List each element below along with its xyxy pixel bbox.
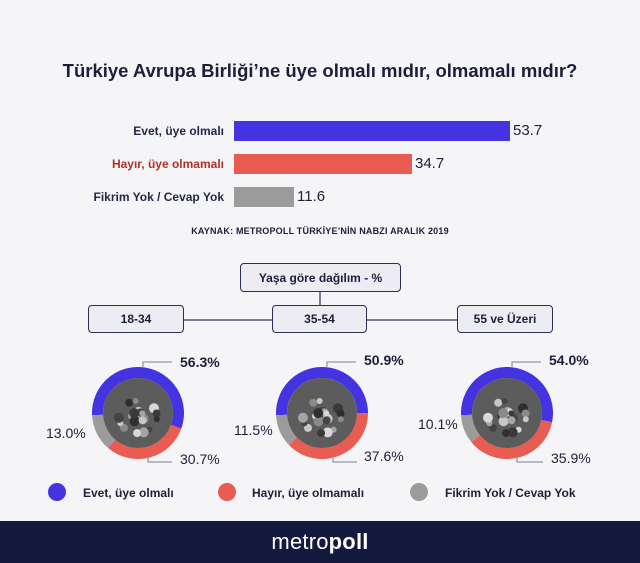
crowd-figure [298,412,308,423]
crowd-figure [507,416,516,425]
donut-segment-yes [276,367,368,416]
crowd-figure [507,427,518,438]
brand-logo: metropoll [271,529,369,554]
bar-label-none: Fikrim Yok / Cevap Yok [93,190,225,204]
crowd-figure [132,398,139,404]
crowd-figure [304,423,312,432]
crowd-figure [337,416,344,423]
crowd-figure [501,398,508,404]
crowd-figure [120,423,128,432]
crowd-figure [489,423,497,432]
pct-35-54-yes: 50.9% [364,352,404,368]
crowd-figure [323,410,330,417]
donut-segment-none [92,414,116,449]
footer-bar: metropoll [0,521,640,563]
crowd-figure [483,412,493,423]
pct-18-34-none: 13.0% [46,425,86,441]
crowd-figure [498,416,509,427]
bar-label-no: Hayır, üye olmamalı [111,157,224,171]
crowd-figure [521,409,530,418]
legend-none-swatch [410,483,428,501]
donut-segment-no [471,419,553,459]
crowd-figure [322,416,331,425]
pct-18-34-yes: 56.3% [180,354,220,370]
crowd-figure [336,409,345,418]
legend-none-label: Fikrim Yok / Cevap Yok [445,486,576,500]
bar-no [234,154,412,174]
crowd-figure [498,408,509,419]
donut-segment-yes [92,367,184,429]
crowd-figure [508,410,515,417]
crowd-figure [138,427,149,438]
crowd-figure [153,416,160,423]
bar-yes [234,121,510,141]
connector-right [367,319,457,321]
pct-35-54-no: 37.6% [364,448,404,464]
donut-segment-none [461,414,481,443]
crowd-figure [133,429,142,438]
connector-left [184,319,272,321]
crowd-figure [313,408,324,419]
connector-vertical [319,292,321,307]
crowd-figure [114,412,124,423]
legend-no-swatch [218,483,236,501]
bar-label-yes: Evet, üye olmalı [133,124,224,138]
legend-no-label: Hayır, üye olmamalı [252,486,365,500]
pct-35-54-none: 11.5% [234,422,273,438]
age-group-35-54: 35-54 [272,305,367,333]
chart-title: Türkiye Avrupa Birliği’ne üye olmalı mıd… [62,60,578,81]
crowd-figure [502,429,511,438]
crowd-figure [313,416,324,427]
bar-value-yes: 53.7 [513,122,543,139]
crowd-figure [129,416,140,427]
pct-55-no: 35.9% [551,450,591,466]
donut-segment-none [276,414,298,446]
crowd-figure [316,398,323,404]
crowd-figure [494,398,503,407]
crowd-figure [152,409,161,418]
pct-55-none: 10.1% [418,416,458,432]
donut-segment-no [108,424,182,459]
donut-18-34 [92,367,184,459]
donut-segment-no [289,412,368,459]
bar-value-none: 11.6 [297,188,326,205]
legend-yes-label: Evet, üye olmalı [83,486,174,500]
crowd-figure [522,416,529,423]
bar-none [234,187,294,207]
age-group-18-34: 18-34 [88,305,184,333]
crowd-figure [322,427,333,438]
legend-yes-swatch [48,483,66,501]
crowd-figure [125,398,134,407]
crowd-figure [129,408,140,419]
crowd-figure [309,398,318,407]
breakdown-header: Yaşa göre dağılım - % [240,263,401,292]
bar-value-no: 34.7 [415,155,445,172]
donut-55-plus [461,367,553,459]
crowd-figure [138,416,147,425]
pct-55-yes: 54.0% [549,352,589,368]
source-note: KAYNAK: METROPOLL TÜRKİYE’NİN NABZI ARAL… [191,226,449,236]
pct-18-34-no: 30.7% [180,451,220,467]
crowd-figure [317,429,326,438]
age-group-55-plus: 55 ve Üzeri [457,305,553,333]
donut-segment-yes [461,367,553,423]
crowd-figure [139,410,146,417]
donut-35-54 [276,367,368,459]
